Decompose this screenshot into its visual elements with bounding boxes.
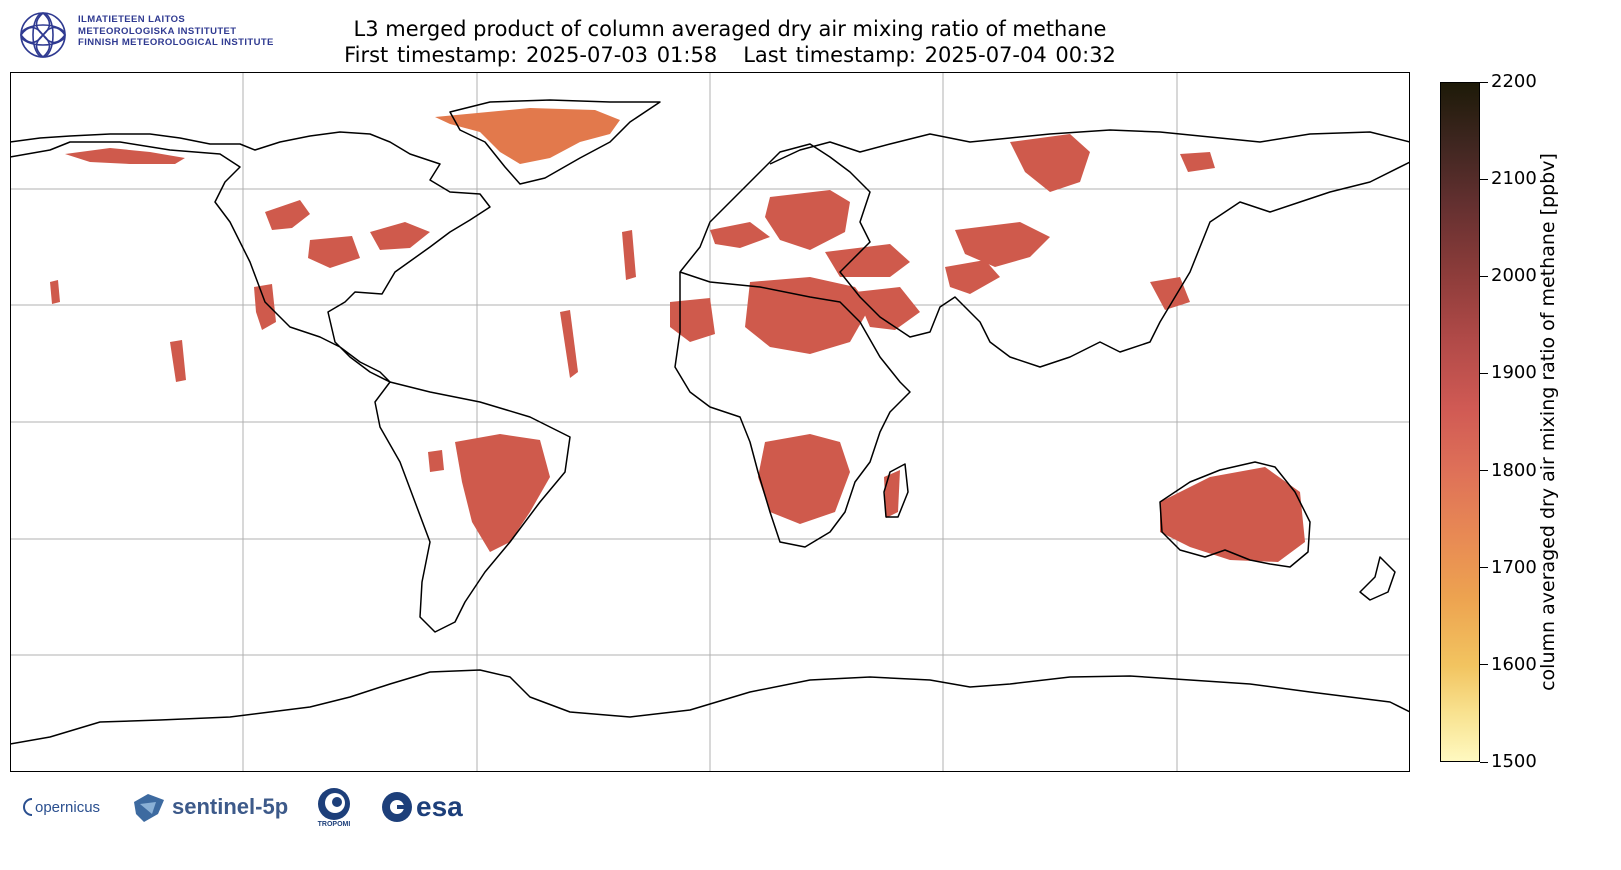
colorbar-tick-mark (1480, 761, 1488, 763)
colorbar-tick-label: 2000 (1491, 265, 1537, 287)
copernicus-icon (23, 798, 33, 816)
data-east-siberia (1180, 152, 1215, 172)
data-china (1150, 277, 1190, 310)
data-usa-east (370, 222, 430, 250)
title-line-1: L3 merged product of column averaged dry… (353, 17, 1107, 41)
coast-north-america (10, 131, 491, 383)
data-india (945, 260, 1000, 294)
colorbar-tick-label: 2200 (1491, 71, 1537, 92)
institute-name: ILMATIETEEN LAITOS METEOROLOGISKA INSTIT… (78, 14, 274, 49)
coast-south-america (374, 381, 571, 633)
institute-name-sv: METEOROLOGISKA INSTITUTET (78, 25, 237, 37)
fmi-emblem-icon (20, 12, 66, 58)
data-greenland (435, 108, 620, 164)
data-madagascar (884, 470, 900, 518)
world-map (10, 72, 1410, 772)
institute-name-en: FINNISH METEOROLOGICAL INSTITUTE (78, 37, 274, 48)
data-south-america (455, 434, 550, 552)
colorbar-tick-mark (1480, 275, 1488, 277)
gridlines (10, 72, 1410, 772)
colorbar-tick-mark (1480, 664, 1488, 666)
title-line-2: First timestamp: 2025-07-03 01:58 Last t… (344, 43, 1116, 67)
sentinel-text: sentinel-5p (172, 794, 289, 819)
partner-logos: opernicus sentinel-5p TROPOMI esa (20, 784, 490, 830)
copernicus-text: opernicus (35, 798, 101, 816)
esa-logo: esa (380, 784, 490, 830)
colorbar-tick-label: 1800 (1491, 459, 1537, 481)
colorbar-tick-label: 1600 (1491, 653, 1537, 675)
colorbar-label: column averaged dry air mixing ratio of … (1537, 153, 1559, 691)
data-south-america-east (428, 450, 444, 472)
methane-data-layer (50, 108, 1305, 562)
satellite-icon (134, 794, 164, 822)
data-central-asia (955, 222, 1050, 267)
data-west-europe (710, 222, 770, 248)
colorbar-tick-mark (1480, 81, 1488, 83)
coastlines (10, 99, 1410, 745)
coast-greenland (449, 99, 661, 185)
data-siberia (1010, 134, 1090, 192)
data-middle-east (825, 244, 910, 277)
coast-antarctica (10, 669, 1410, 745)
tropomi-eye-icon (318, 787, 350, 820)
institute-name-fi: ILMATIETEEN LAITOS (78, 14, 186, 25)
colorbar-tick-label: 1500 (1491, 751, 1537, 772)
colorbar-tick-mark (1480, 470, 1488, 472)
data-southern-africa (758, 434, 850, 524)
coast-madagascar (883, 463, 909, 518)
colorbar (1440, 82, 1480, 762)
colorbar-tick-mark (1480, 178, 1488, 180)
data-sahara-west (670, 298, 715, 342)
coast-new-zealand (1359, 556, 1396, 601)
colorbar-tick-label: 1900 (1491, 362, 1537, 384)
data-pacific-strip-1 (170, 340, 186, 382)
fmi-logo: ILMATIETEEN LAITOS METEOROLOGISKA INSTIT… (18, 10, 318, 62)
data-atlantic-strip-1 (560, 310, 578, 378)
data-alaska (65, 148, 185, 164)
copernicus-logo: opernicus (20, 784, 110, 830)
tropomi-text: TROPOMI (317, 820, 351, 828)
esa-text: esa (416, 791, 463, 822)
data-usa-central (308, 236, 360, 268)
coast-europe-africa (674, 129, 1410, 548)
data-europe (765, 190, 850, 250)
data-pacific-strip-2 (50, 280, 60, 304)
sentinel-logo: sentinel-5p (130, 784, 300, 830)
figure-title: L3 merged product of column averaged dry… (220, 16, 1240, 68)
data-australia (1160, 467, 1305, 562)
esa-icon (382, 792, 412, 822)
data-sahara (745, 277, 870, 354)
coast-australia (1159, 461, 1311, 568)
data-arabia (855, 287, 920, 330)
colorbar-tick-mark (1480, 567, 1488, 569)
data-canada-west (265, 200, 310, 230)
data-atlantic-strip-2 (622, 230, 636, 280)
tropomi-logo: TROPOMI (312, 784, 356, 830)
colorbar-tick-mark (1480, 372, 1488, 374)
data-mexico (254, 284, 276, 330)
colorbar-tick-label: 1700 (1491, 556, 1537, 578)
colorbar-tick-label: 2100 (1491, 168, 1537, 190)
